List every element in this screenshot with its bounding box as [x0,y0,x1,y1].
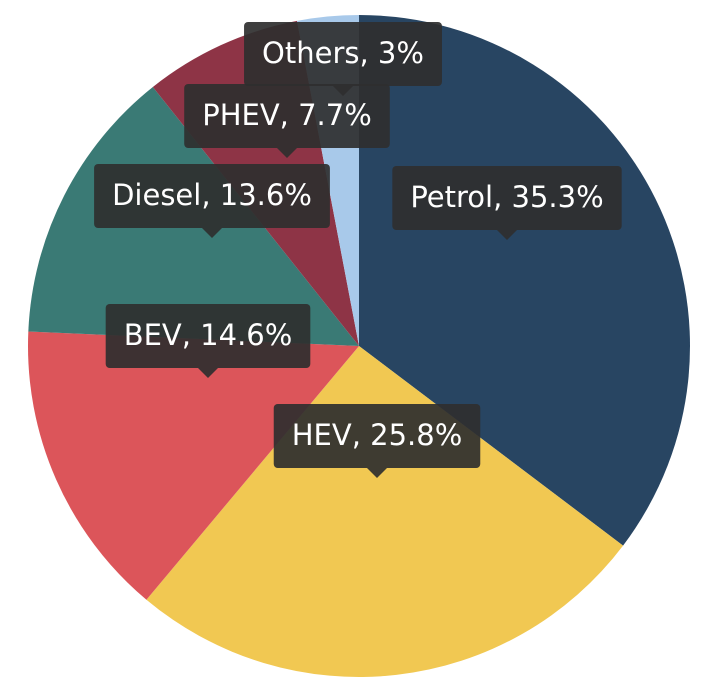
slice-label-pointer [277,148,297,158]
slice-label-pointer [198,368,218,378]
pie-slice-hev[interactable] [146,346,624,677]
slice-label-pointer [497,230,517,240]
pie-slice-bev[interactable] [28,331,359,600]
slice-label-box [94,164,330,228]
slice-label-diesel: Diesel, 13.6% [94,164,330,238]
slice-label-text: Diesel, 13.6% [112,178,312,212]
slice-label-box [273,404,481,468]
slice-label-text: Petrol, 35.3% [410,180,603,214]
slice-label-box [244,22,442,86]
labels-layer: Petrol, 35.3% HEV, 25.8% BEV, 14.6% Diesel,… [94,22,622,478]
slice-label-box [105,304,311,368]
slice-label-hev: HEV, 25.8% [273,404,481,478]
slice-label-phev: PHEV, 7.7% [184,84,390,158]
slice-label-box [184,84,390,148]
slice-label-bev: BEV, 14.6% [105,304,311,378]
slice-label-text: Others, 3% [262,36,424,70]
slice-label-text: PHEV, 7.7% [202,98,372,132]
slice-label-pointer [202,228,222,238]
slice-label-box [392,166,622,230]
slice-label-text: HEV, 25.8% [292,418,463,452]
slice-label-petrol: Petrol, 35.3% [392,166,622,240]
slice-label-others: Others, 3% [244,22,442,96]
pie-slice-petrol[interactable] [359,15,690,546]
slice-label-pointer [333,86,353,96]
slice-label-text: BEV, 14.6% [124,318,293,352]
slice-label-pointer [367,468,387,478]
